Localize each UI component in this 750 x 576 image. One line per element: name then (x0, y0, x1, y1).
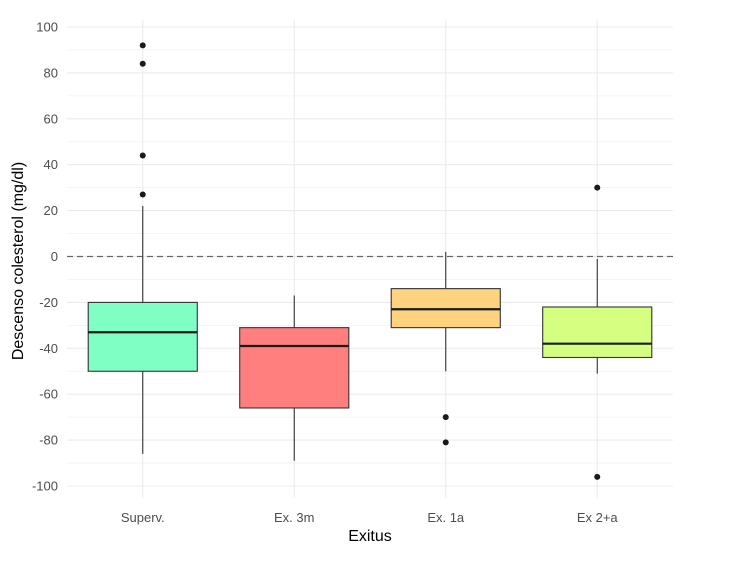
outlier-point (594, 184, 601, 191)
x-tick-labels: Superv. Ex. 3m Ex. 1a Ex 2+a (121, 510, 619, 525)
box-1 (87, 42, 198, 454)
x-tick-label: Superv. (121, 510, 165, 525)
x-tick-label: Ex. 3m (274, 510, 314, 525)
box-body (390, 288, 501, 329)
box-4 (542, 184, 653, 480)
outlier-point (139, 60, 146, 67)
y-tick-label: 0 (51, 249, 58, 264)
outlier-point (139, 152, 146, 159)
box-2 (239, 295, 350, 461)
x-tick-label: Ex 2+a (577, 510, 619, 525)
y-tick-labels: 100 80 60 40 20 0 -20 -40 -60 -80 -100 (32, 20, 58, 494)
outlier-point (139, 42, 146, 49)
box-3 (390, 251, 501, 446)
y-tick-label: 20 (44, 203, 58, 218)
y-tick-label: 80 (44, 65, 58, 80)
grid (67, 20, 673, 498)
box-body (542, 306, 653, 359)
outlier-point (594, 473, 601, 480)
boxes (87, 42, 653, 480)
x-axis-title: Exitus (348, 528, 392, 545)
box-body (239, 327, 350, 409)
outlier-point (139, 191, 146, 198)
y-tick-label: 100 (36, 20, 58, 35)
y-tick-label: -60 (39, 387, 58, 402)
outlier-point (442, 414, 449, 421)
x-tick-label: Ex. 1a (427, 510, 465, 525)
y-tick-label: -100 (32, 479, 58, 494)
y-tick-label: 60 (44, 111, 58, 126)
y-axis-title: Descenso colesterol (mg/dl) (10, 162, 27, 360)
y-tick-label: 40 (44, 157, 58, 172)
y-tick-label: -20 (39, 295, 58, 310)
box-body (87, 301, 198, 372)
y-tick-label: -80 (39, 433, 58, 448)
y-tick-label: -40 (39, 341, 58, 356)
outlier-point (442, 439, 449, 446)
